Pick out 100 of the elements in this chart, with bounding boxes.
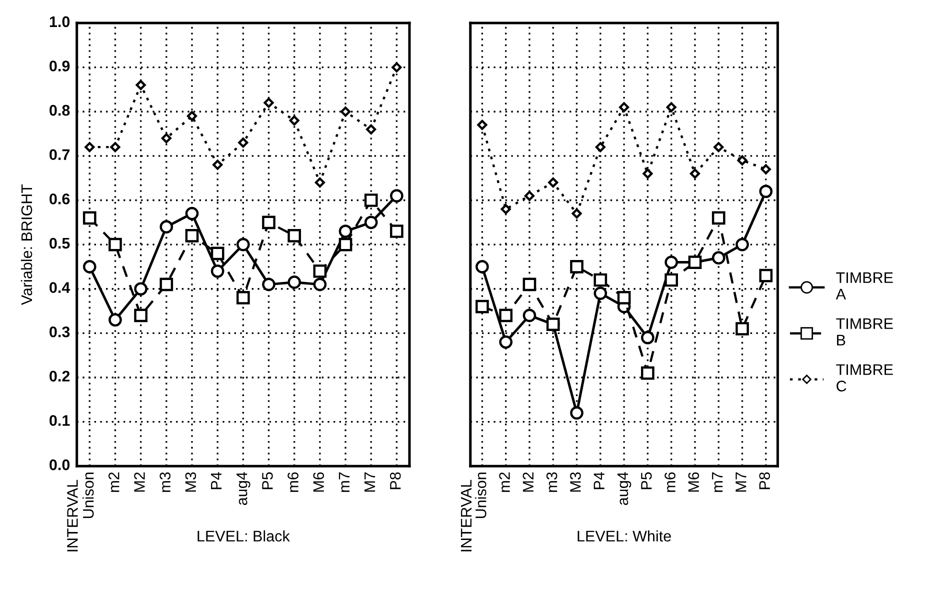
x-tick-label: Unison [82, 472, 94, 518]
y-tick-label: 0.5 [50, 238, 70, 249]
x-tick-label: M3 [570, 472, 581, 492]
x-axis-title: LEVEL: Black [198, 530, 290, 542]
legend-label: TIMBRE C [836, 364, 893, 392]
point [690, 168, 700, 179]
text: INTERVAL [460, 480, 472, 552]
point [572, 208, 582, 219]
legend-label: TIMBRE B [836, 318, 893, 346]
point [641, 366, 654, 380]
point [737, 155, 748, 166]
point [522, 308, 536, 322]
point [134, 282, 148, 296]
point [262, 278, 276, 292]
x-tick-label: P8 [759, 472, 770, 490]
point [499, 308, 512, 322]
point [476, 300, 489, 314]
x-tick-label: M7 [364, 472, 376, 492]
y-tick-label: 0.0 [50, 459, 70, 470]
y-tick-label: 0.2 [50, 370, 70, 382]
legend-label: TIMBRE A [836, 272, 893, 300]
point [594, 286, 608, 300]
point [84, 142, 95, 152]
point [338, 238, 352, 252]
point [736, 238, 749, 252]
point [288, 229, 301, 242]
y-tick-label: 0.9 [50, 60, 70, 72]
point [500, 204, 511, 214]
x-tick-label: P5 [641, 472, 652, 490]
point [570, 406, 584, 420]
point [236, 291, 250, 304]
point [185, 206, 199, 220]
point [236, 238, 250, 252]
y-tick-label: 0.4 [50, 282, 70, 293]
point [617, 291, 631, 304]
point [238, 138, 248, 148]
x-tick-label: M2 [522, 472, 534, 492]
x-tick-label: M6 [688, 472, 700, 492]
y-tick-label: 0.7 [50, 149, 70, 160]
point [642, 168, 653, 179]
point [134, 308, 148, 322]
point [392, 62, 402, 72]
point [714, 142, 724, 152]
x-tick-label: m2 [108, 472, 120, 492]
point [313, 264, 327, 278]
x-tick-label: m7 [338, 472, 350, 492]
point [212, 160, 223, 170]
point [664, 273, 678, 287]
point [108, 313, 122, 327]
x-tick-label: aug4 [617, 472, 632, 505]
point [736, 322, 749, 336]
point [712, 211, 726, 225]
y-tick-label: 0.8 [50, 104, 70, 116]
x-tick-label: m2 [499, 472, 510, 492]
point [314, 177, 325, 188]
x-tick-label: M3 [185, 472, 196, 492]
point [548, 177, 558, 188]
point [476, 260, 489, 274]
y-tick-label: 0.3 [50, 326, 70, 338]
x-tick-label: P4 [594, 472, 604, 490]
point [289, 115, 300, 126]
point [477, 120, 488, 130]
point [366, 124, 376, 134]
y-tick-label: 0.6 [50, 194, 70, 204]
point [161, 133, 172, 144]
point [759, 268, 773, 282]
point [524, 190, 535, 201]
point [390, 224, 404, 238]
point [264, 98, 274, 108]
y-tick-label: 0.1 [50, 415, 70, 426]
x-tick-label: M2 [134, 472, 145, 492]
point [364, 194, 378, 207]
x-tick-label: Unison [475, 472, 486, 518]
point [110, 142, 120, 152]
point [82, 211, 96, 225]
point [340, 106, 351, 117]
x-tick-label: m3 [160, 472, 170, 492]
x-tick-label: P8 [390, 472, 401, 490]
text: INTERVAL [67, 480, 78, 552]
point [82, 260, 96, 274]
point [688, 256, 702, 269]
x-tick-label: M7 [736, 472, 746, 492]
point [570, 260, 584, 274]
point [760, 164, 771, 174]
x-tick-label: M6 [313, 472, 324, 492]
x-tick-label: m6 [288, 472, 298, 492]
point [288, 276, 301, 289]
point [619, 102, 630, 112]
x-tick-label: aug4 [236, 472, 250, 505]
point [712, 251, 726, 265]
point [186, 111, 198, 122]
point [338, 224, 352, 238]
point [210, 264, 224, 278]
x-tick-label: m3 [546, 472, 558, 492]
point [759, 184, 773, 198]
x-axis-title: LEVEL: White [578, 530, 671, 542]
point [390, 189, 404, 202]
point [522, 278, 536, 292]
point [313, 278, 327, 292]
point [108, 238, 122, 252]
